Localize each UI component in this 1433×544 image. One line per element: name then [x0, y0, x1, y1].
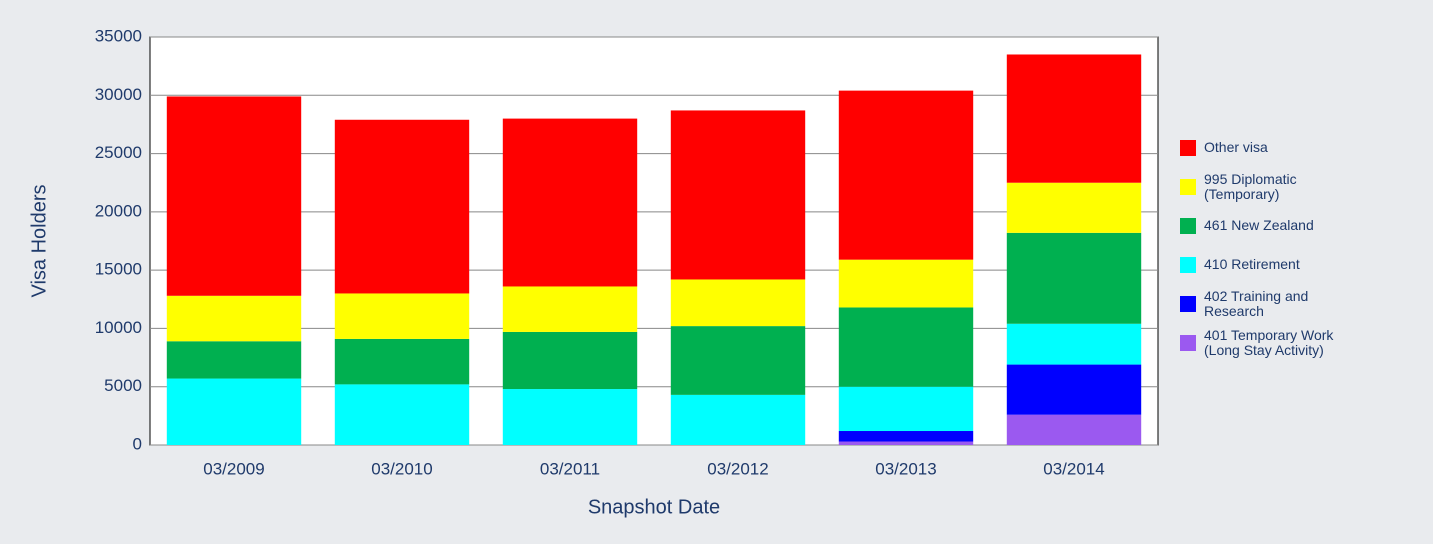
- bar-segment: [502, 389, 638, 445]
- x-tick-label: 03/2013: [875, 459, 936, 478]
- bar-segment: [838, 259, 974, 308]
- x-axis-title: Snapshot Date: [588, 496, 720, 518]
- legend-swatch: [1180, 139, 1196, 156]
- legend-label: Other visa: [1204, 139, 1268, 155]
- bar-segment: [166, 96, 302, 296]
- legend: Other visa 995 Diplomatic (Temporary) 461 …: [1180, 128, 1380, 362]
- legend-item: 402 Training and Research: [1180, 284, 1380, 323]
- legend-label: 401 Temporary Work (Long Stay Activity): [1204, 326, 1334, 358]
- y-tick-label: 15000: [95, 260, 142, 279]
- x-tick-label: 03/2011: [540, 459, 600, 478]
- bar-segment: [838, 307, 974, 387]
- x-tick-label: 03/2010: [371, 459, 432, 478]
- legend-item: 995 Diplomatic (Temporary): [1180, 167, 1380, 206]
- bar-segment: [334, 338, 470, 385]
- legend-label: 410 Retirement: [1204, 256, 1300, 272]
- bar-segment: [1006, 232, 1142, 324]
- legend-swatch: [1180, 217, 1196, 234]
- bar-segment: [670, 110, 806, 280]
- bar-segment: [502, 118, 638, 287]
- bar-segment: [838, 431, 974, 442]
- y-tick-label: 35000: [95, 26, 142, 45]
- bar-segment: [166, 341, 302, 379]
- plot-area: [149, 36, 1159, 446]
- legend-item: 410 Retirement: [1180, 245, 1380, 284]
- bar-segment: [1006, 364, 1142, 415]
- legend-label: 995 Diplomatic (Temporary): [1204, 170, 1297, 202]
- x-tick-label: 03/2012: [707, 459, 768, 478]
- bar-segment: [838, 386, 974, 432]
- legend-item: 461 New Zealand: [1180, 206, 1380, 245]
- x-tick-label: 03/2009: [203, 459, 264, 478]
- bar-segment: [334, 293, 470, 339]
- legend-swatch: [1180, 256, 1196, 273]
- y-tick-label: 5000: [104, 376, 142, 395]
- bar-segment: [1006, 54, 1142, 183]
- bar-segment: [334, 384, 470, 445]
- legend-swatch: [1180, 295, 1196, 312]
- legend-swatch: [1180, 178, 1196, 195]
- legend-item: 401 Temporary Work (Long Stay Activity): [1180, 323, 1380, 362]
- bar-segment: [670, 279, 806, 327]
- y-tick-label: 20000: [95, 201, 142, 220]
- y-tick-label: 30000: [95, 85, 142, 104]
- x-tick-label: 03/2014: [1043, 459, 1104, 478]
- legend-item: Other visa: [1180, 128, 1380, 167]
- bar-segment: [502, 331, 638, 390]
- bar-segment: [1006, 182, 1142, 233]
- legend-label: 402 Training and Research: [1204, 287, 1309, 319]
- bar-segment: [1006, 414, 1142, 445]
- bar-segment: [670, 394, 806, 445]
- bar-segment: [502, 286, 638, 332]
- bar-segment: [1006, 323, 1142, 365]
- y-tick-label: 10000: [95, 318, 142, 337]
- bar-segment: [670, 326, 806, 395]
- legend-label: 461 New Zealand: [1204, 217, 1314, 233]
- bar-segment: [166, 295, 302, 342]
- legend-swatch: [1180, 334, 1196, 351]
- bar-segment: [838, 441, 974, 445]
- bar-segment: [334, 119, 470, 294]
- bar-segment: [838, 90, 974, 260]
- y-axis-title: Visa Holders: [28, 184, 50, 297]
- y-tick-label: 25000: [95, 143, 142, 162]
- y-tick-label: 0: [133, 434, 142, 453]
- bar-segment: [166, 378, 302, 445]
